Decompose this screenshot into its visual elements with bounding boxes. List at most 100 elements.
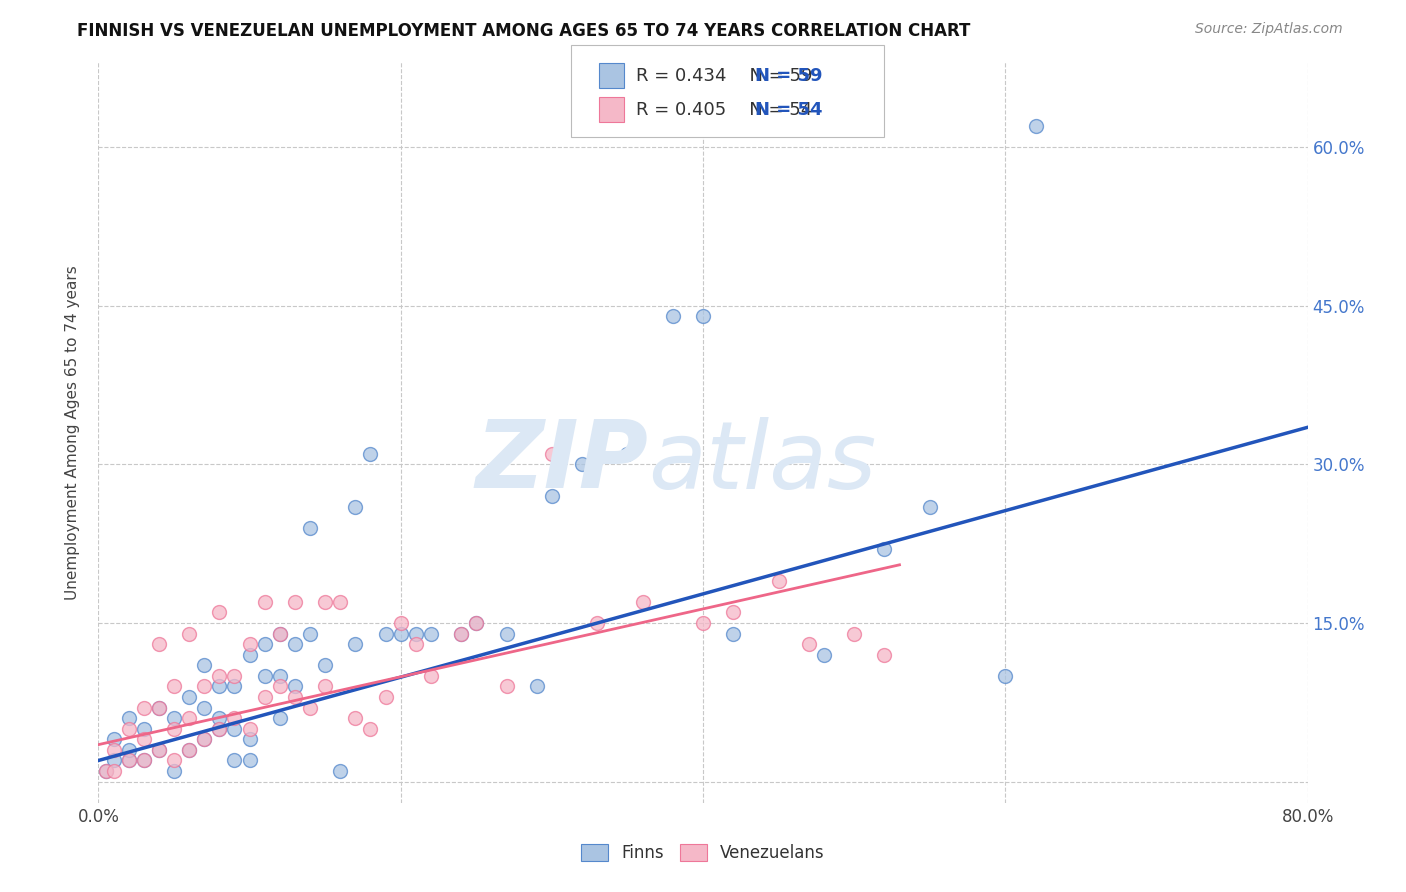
- Point: [224, 722, 246, 736]
- Text: FINNISH VS VENEZUELAN UNEMPLOYMENT AMONG AGES 65 TO 74 YEARS CORRELATION CHART: FINNISH VS VENEZUELAN UNEMPLOYMENT AMONG…: [77, 22, 970, 40]
- Point: [148, 743, 170, 757]
- Point: [208, 722, 231, 736]
- Point: [118, 754, 141, 768]
- Point: [269, 669, 291, 683]
- Point: [163, 764, 186, 778]
- Point: [239, 722, 262, 736]
- Point: [284, 690, 307, 704]
- Point: [389, 626, 412, 640]
- Point: [193, 732, 215, 747]
- Point: [269, 626, 291, 640]
- Point: [163, 680, 186, 694]
- Point: [193, 700, 215, 714]
- Point: [148, 700, 170, 714]
- Point: [224, 669, 246, 683]
- Point: [208, 669, 231, 683]
- Point: [616, 447, 638, 461]
- Point: [239, 732, 262, 747]
- Point: [103, 743, 125, 757]
- Point: [1024, 119, 1046, 133]
- Point: [873, 648, 896, 662]
- Point: [405, 626, 427, 640]
- Point: [163, 754, 186, 768]
- Text: R = 0.405    N = 54: R = 0.405 N = 54: [636, 101, 811, 119]
- Point: [420, 669, 443, 683]
- Point: [692, 310, 714, 324]
- Point: [465, 615, 488, 630]
- Point: [103, 764, 125, 778]
- Point: [103, 732, 125, 747]
- Point: [94, 764, 117, 778]
- Point: [208, 711, 231, 725]
- Point: [132, 732, 155, 747]
- Point: [269, 680, 291, 694]
- Point: [405, 637, 427, 651]
- Text: N = 54: N = 54: [755, 101, 823, 119]
- Point: [540, 489, 562, 503]
- Point: [329, 764, 352, 778]
- Point: [239, 637, 262, 651]
- Point: [179, 743, 201, 757]
- Point: [118, 722, 141, 736]
- Point: [193, 680, 215, 694]
- Point: [299, 700, 322, 714]
- Point: [148, 637, 170, 651]
- Point: [314, 658, 336, 673]
- Point: [253, 690, 276, 704]
- Point: [495, 680, 517, 694]
- Point: [224, 680, 246, 694]
- Point: [329, 595, 352, 609]
- Point: [420, 626, 443, 640]
- Point: [118, 754, 141, 768]
- Point: [571, 458, 593, 472]
- Point: [269, 626, 291, 640]
- Point: [495, 626, 517, 640]
- Point: [239, 648, 262, 662]
- Point: [148, 700, 170, 714]
- Point: [299, 626, 322, 640]
- Text: atlas: atlas: [648, 417, 877, 508]
- Point: [253, 595, 276, 609]
- Point: [723, 626, 745, 640]
- Point: [344, 500, 367, 514]
- Point: [314, 680, 336, 694]
- Point: [374, 626, 396, 640]
- Point: [179, 711, 201, 725]
- Point: [374, 690, 396, 704]
- Text: R = 0.434    N = 59: R = 0.434 N = 59: [636, 67, 813, 85]
- Point: [224, 711, 246, 725]
- Point: [253, 669, 276, 683]
- Point: [163, 711, 186, 725]
- Point: [344, 637, 367, 651]
- Point: [132, 700, 155, 714]
- Point: [813, 648, 835, 662]
- Point: [586, 615, 609, 630]
- Point: [284, 595, 307, 609]
- Text: Source: ZipAtlas.com: Source: ZipAtlas.com: [1195, 22, 1343, 37]
- Point: [299, 521, 322, 535]
- Legend: Finns, Venezuelans: Finns, Venezuelans: [575, 837, 831, 869]
- Point: [193, 732, 215, 747]
- Point: [344, 711, 367, 725]
- Point: [208, 722, 231, 736]
- Point: [526, 680, 548, 694]
- Point: [692, 615, 714, 630]
- Point: [450, 626, 472, 640]
- Point: [631, 595, 654, 609]
- Point: [208, 680, 231, 694]
- Point: [224, 754, 246, 768]
- Point: [797, 637, 820, 651]
- Point: [284, 637, 307, 651]
- Point: [208, 606, 231, 620]
- Point: [465, 615, 488, 630]
- Point: [148, 743, 170, 757]
- Point: [118, 711, 141, 725]
- Text: ZIP: ZIP: [475, 417, 648, 508]
- Point: [132, 722, 155, 736]
- Point: [844, 626, 866, 640]
- Point: [269, 711, 291, 725]
- Point: [163, 722, 186, 736]
- Point: [193, 658, 215, 673]
- Point: [132, 754, 155, 768]
- Point: [723, 606, 745, 620]
